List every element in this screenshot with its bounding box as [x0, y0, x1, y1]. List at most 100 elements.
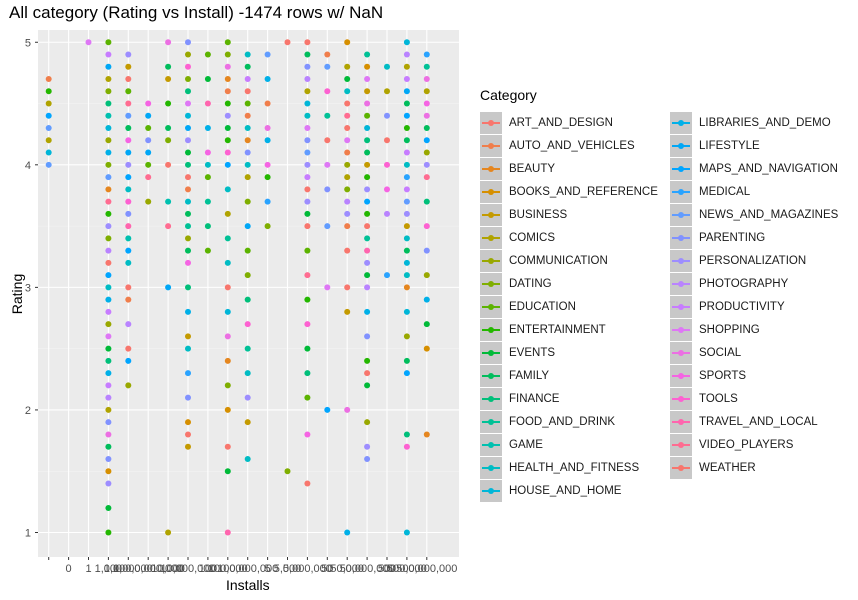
data-point [45, 76, 52, 83]
data-point [145, 112, 152, 119]
data-point [105, 468, 112, 475]
data-point [344, 112, 351, 119]
data-point [264, 100, 271, 107]
x-tick-label: 5,000 [274, 563, 302, 575]
data-point [364, 333, 371, 340]
legend-label: TOOLS [699, 392, 738, 405]
legend-label: AUTO_AND_VEHICLES [509, 139, 635, 152]
y-tick-label: 2 [25, 405, 31, 417]
legend-label: ENTERTAINMENT [509, 323, 606, 336]
data-point [185, 63, 191, 70]
data-point [364, 419, 371, 426]
data-point [185, 333, 191, 340]
legend-columns: ART_AND_DESIGN AUTO_AND_VEHICLES BEAUTY BOO… [480, 111, 858, 502]
legend-key-point [678, 349, 684, 356]
legend-key-point [678, 372, 684, 379]
data-point [244, 370, 251, 377]
data-point [204, 174, 211, 181]
legend-item: EDUCATION [480, 295, 670, 318]
data-point [304, 394, 311, 401]
data-point [224, 149, 231, 156]
legend-key [670, 341, 692, 364]
legend-item: SHOPPING [670, 318, 858, 341]
data-point [403, 431, 410, 438]
data-point [125, 382, 132, 389]
data-point [204, 161, 211, 168]
data-point [423, 296, 430, 303]
data-point [105, 149, 112, 156]
legend-key [480, 433, 502, 456]
data-point [304, 296, 311, 303]
legend-key [480, 180, 502, 203]
data-point [105, 137, 112, 144]
data-point [105, 76, 112, 83]
data-point [403, 284, 410, 291]
data-point [344, 39, 351, 46]
data-point [204, 198, 211, 205]
data-point [125, 357, 132, 364]
data-point [344, 137, 351, 144]
legend-key [670, 226, 692, 249]
legend-label: GAME [509, 438, 543, 451]
data-point [304, 112, 311, 119]
data-point [204, 100, 211, 107]
legend-item: PARENTING [670, 226, 858, 249]
data-point [244, 321, 251, 328]
data-point [204, 76, 211, 83]
data-point [304, 76, 311, 83]
data-point [423, 125, 430, 132]
legend-title: Category [480, 87, 537, 103]
data-point [145, 174, 152, 181]
legend-item: GAME [480, 433, 670, 456]
data-point [105, 63, 112, 70]
data-point [105, 210, 112, 217]
data-point [344, 161, 351, 168]
data-point [344, 198, 351, 205]
data-point [324, 161, 331, 168]
data-point [105, 161, 112, 168]
legend-item: NEWS_AND_MAGAZINES [670, 203, 858, 226]
data-point [423, 149, 430, 156]
data-point [105, 247, 112, 254]
legend-label: DATING [509, 277, 552, 290]
legend-key-point [678, 326, 684, 333]
data-point [344, 210, 351, 217]
legend-key-point [488, 280, 494, 287]
data-point [224, 88, 231, 95]
data-point [364, 198, 371, 205]
data-point [304, 210, 311, 217]
data-point [304, 186, 311, 193]
legend-key-point [678, 257, 684, 264]
data-point [423, 345, 430, 352]
data-point [125, 63, 132, 70]
x-tick-label: 50 [321, 563, 333, 575]
data-point [105, 333, 112, 340]
data-point [364, 370, 371, 377]
data-point [185, 186, 191, 193]
data-point [165, 63, 172, 70]
legend-key [480, 134, 502, 157]
data-point [244, 174, 251, 181]
legend-label: HEALTH_AND_FITNESS [509, 461, 640, 474]
legend-column-1: ART_AND_DESIGN AUTO_AND_VEHICLES BEAUTY BOO… [480, 111, 670, 502]
data-point [364, 308, 371, 315]
data-point [125, 259, 132, 266]
data-point [304, 431, 311, 438]
data-point [403, 100, 410, 107]
data-point [364, 186, 371, 193]
data-point [364, 161, 371, 168]
data-point [364, 125, 371, 132]
data-point [125, 247, 132, 254]
data-point [105, 419, 112, 426]
data-point [403, 76, 410, 83]
data-point [403, 137, 410, 144]
data-point [185, 210, 191, 217]
data-point [423, 137, 430, 144]
legend-key [480, 249, 502, 272]
y-tick-label: 4 [25, 160, 31, 172]
data-point [304, 88, 311, 95]
legend-key [670, 433, 692, 456]
legend-label: PARENTING [699, 231, 766, 244]
data-point [244, 149, 251, 156]
